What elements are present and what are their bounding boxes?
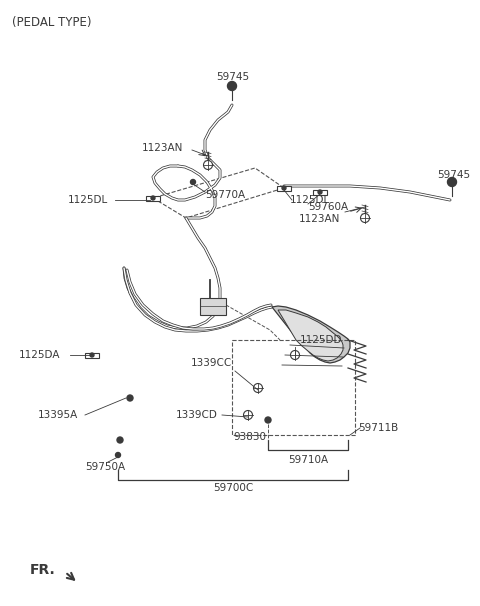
Bar <box>146 196 160 201</box>
Circle shape <box>117 437 123 443</box>
Text: 1125DD: 1125DD <box>300 335 343 345</box>
Text: 1125DL: 1125DL <box>290 195 330 205</box>
Text: 1339CD: 1339CD <box>176 410 218 420</box>
Bar <box>85 353 99 358</box>
Text: 59745: 59745 <box>216 72 250 82</box>
Circle shape <box>243 410 252 419</box>
Circle shape <box>116 453 120 458</box>
Polygon shape <box>200 298 226 315</box>
Circle shape <box>290 350 300 359</box>
Circle shape <box>127 395 133 401</box>
Text: 59750A: 59750A <box>85 462 125 472</box>
Polygon shape <box>278 310 343 361</box>
Text: (PEDAL TYPE): (PEDAL TYPE) <box>12 16 92 29</box>
Text: 1125DL: 1125DL <box>68 195 108 205</box>
Circle shape <box>318 190 322 194</box>
Text: 59700C: 59700C <box>213 483 253 493</box>
Text: 59711B: 59711B <box>358 423 398 433</box>
Circle shape <box>228 81 237 90</box>
Circle shape <box>253 384 263 393</box>
Circle shape <box>447 178 456 187</box>
Text: 59710A: 59710A <box>288 455 328 465</box>
Circle shape <box>90 353 94 357</box>
Text: 59770A: 59770A <box>205 190 245 200</box>
Text: FR.: FR. <box>30 563 56 577</box>
Text: 1125DA: 1125DA <box>19 350 60 360</box>
Text: 59745: 59745 <box>437 170 470 180</box>
Text: 1123AN: 1123AN <box>299 214 340 224</box>
Text: 59760A: 59760A <box>308 202 348 212</box>
Circle shape <box>265 417 271 423</box>
Circle shape <box>360 213 370 222</box>
Text: 1123AN: 1123AN <box>142 143 183 153</box>
Circle shape <box>282 186 286 190</box>
Circle shape <box>151 196 155 200</box>
Bar <box>277 185 291 190</box>
Text: 1339CC: 1339CC <box>191 358 232 368</box>
Text: 93830: 93830 <box>233 432 266 442</box>
Polygon shape <box>272 306 350 363</box>
Circle shape <box>191 179 195 184</box>
Bar <box>313 190 327 195</box>
Circle shape <box>204 161 213 170</box>
Text: 13395A: 13395A <box>38 410 78 420</box>
